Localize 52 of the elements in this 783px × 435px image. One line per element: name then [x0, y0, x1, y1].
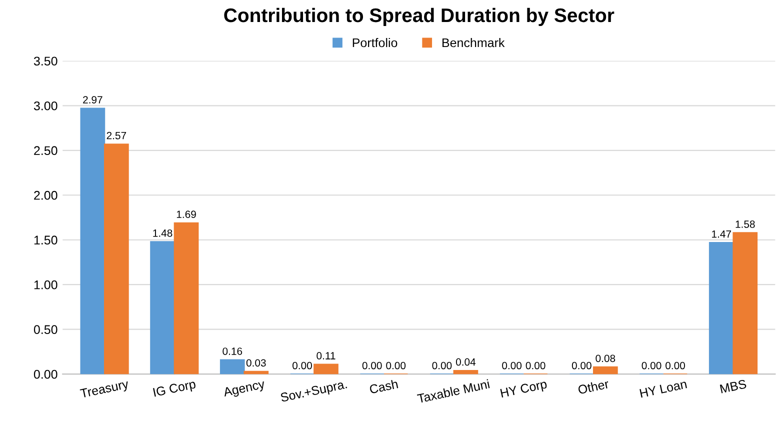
- data-label: 0.00: [642, 362, 662, 370]
- bar: [104, 144, 129, 374]
- y-tick-label: 1.50: [34, 236, 58, 245]
- x-tick-label: IG Corp: [152, 379, 197, 400]
- x-tick-label: HY Loan: [640, 380, 687, 398]
- legend-label: Benchmark: [442, 38, 505, 48]
- data-label: 0.00: [432, 362, 452, 370]
- x-tick-label: Agency: [222, 379, 266, 400]
- data-label: 1.47: [712, 230, 731, 238]
- data-label: 2.97: [83, 96, 102, 104]
- data-label: 0.00: [292, 362, 312, 370]
- legend-label: Portfolio: [352, 38, 398, 48]
- x-tick-label: Cash: [369, 379, 398, 394]
- data-label: 0.00: [386, 362, 406, 370]
- data-label: 0.03: [246, 359, 266, 367]
- bar: [453, 370, 478, 374]
- x-tick-label: MBS: [720, 379, 747, 394]
- bar: [80, 108, 106, 374]
- y-tick-label: 3.50: [34, 56, 58, 66]
- bar: [244, 370, 269, 374]
- x-tick-label: HY Corp: [500, 379, 548, 400]
- bar: [592, 366, 618, 374]
- y-tick-label: 3.00: [34, 101, 58, 110]
- data-label: 1.48: [153, 229, 172, 237]
- data-label: 0.00: [526, 362, 546, 370]
- x-tick-label: Sov.+Supra.: [280, 380, 348, 404]
- bar: [174, 222, 199, 374]
- data-label: 1.69: [176, 210, 196, 218]
- y-tick-label: 1.00: [34, 280, 58, 290]
- y-tick-label: 0.50: [34, 325, 58, 334]
- data-label: 2.57: [106, 132, 126, 140]
- chart-title: Contribution to Spread Duration by Sector: [224, 8, 614, 26]
- data-label: 0.08: [596, 354, 616, 362]
- data-label: 0.00: [572, 362, 592, 370]
- bar: [314, 364, 338, 374]
- bar: [220, 359, 245, 374]
- data-label: 0.16: [222, 348, 242, 355]
- data-label: 0.00: [502, 362, 522, 370]
- y-tick-label: 2.00: [34, 190, 58, 200]
- x-tick-label: Taxable Muni: [416, 379, 490, 404]
- y-tick-label: 2.50: [34, 146, 58, 156]
- bar: [732, 232, 758, 374]
- data-label: 0.11: [316, 352, 336, 360]
- data-label: 1.58: [736, 220, 755, 228]
- data-label: 0.00: [362, 362, 382, 370]
- x-tick-label: Other: [578, 379, 610, 394]
- bar: [708, 242, 734, 374]
- x-tick-label: Treasury: [80, 379, 130, 400]
- data-label: 0.04: [456, 358, 476, 366]
- data-label: 0.00: [666, 362, 686, 370]
- bar: [150, 241, 175, 374]
- y-tick-label: 0.00: [34, 370, 58, 379]
